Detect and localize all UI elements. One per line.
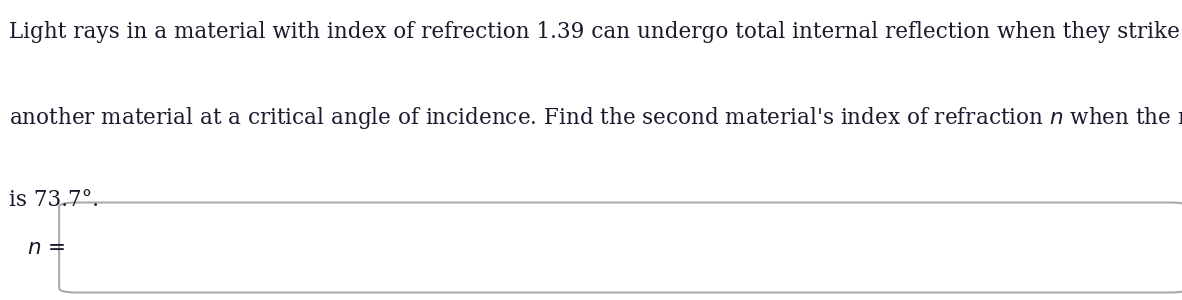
Text: is 73.7°.: is 73.7°.	[9, 189, 99, 211]
Text: $n$ =: $n$ =	[27, 236, 65, 259]
Text: Light rays in a material with index of refrection 1.39 can undergo total interna: Light rays in a material with index of r…	[9, 21, 1182, 43]
Text: another material at a critical angle of incidence. Find the second material's in: another material at a critical angle of …	[9, 105, 1182, 131]
FancyBboxPatch shape	[59, 202, 1182, 292]
